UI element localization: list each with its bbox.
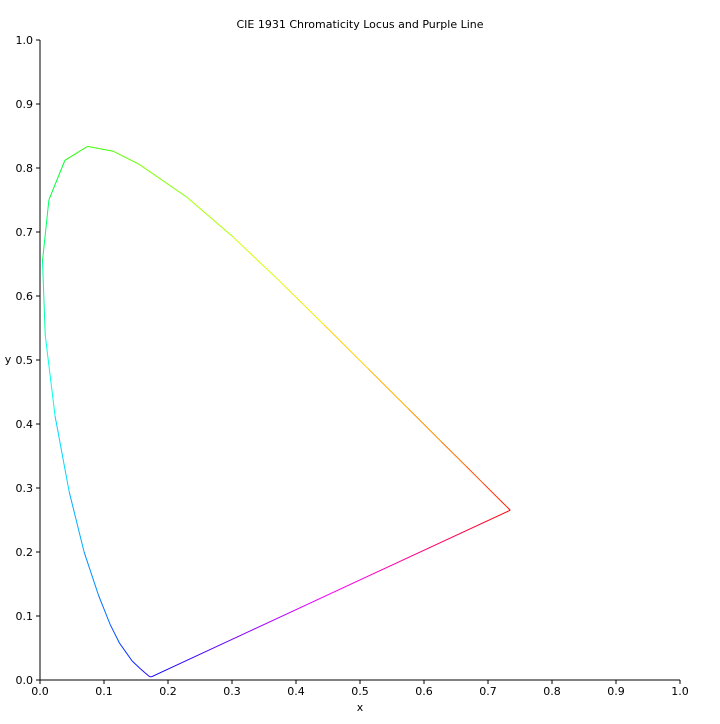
y-tick-label: 0.9 [16,98,34,111]
chart-title: CIE 1931 Chromaticity Locus and Purple L… [236,18,483,31]
y-tick-label: 0.6 [16,290,34,303]
x-tick-label: 0.1 [95,685,113,698]
y-tick-label: 0.2 [16,546,34,559]
x-tick-label: 0.4 [287,685,305,698]
y-tick-label: 0.7 [16,226,34,239]
y-tick-label: 0.3 [16,482,34,495]
y-tick-label: 0.1 [16,610,34,623]
x-tick-label: 0.0 [31,685,49,698]
x-tick-label: 0.2 [159,685,177,698]
y-tick-label: 0.0 [16,674,34,687]
x-tick-label: 1.0 [671,685,689,698]
x-tick-label: 0.3 [223,685,241,698]
x-tick-label: 0.6 [415,685,433,698]
x-tick-label: 0.5 [351,685,369,698]
y-axis-label: y [5,353,12,366]
x-tick-label: 0.8 [543,685,561,698]
y-tick-label: 0.5 [16,354,34,367]
y-tick-label: 0.8 [16,162,34,175]
x-tick-label: 0.9 [607,685,625,698]
x-axis-label: x [357,701,364,714]
x-tick-label: 0.7 [479,685,497,698]
y-tick-label: 0.4 [16,418,34,431]
y-tick-label: 1.0 [16,34,34,47]
